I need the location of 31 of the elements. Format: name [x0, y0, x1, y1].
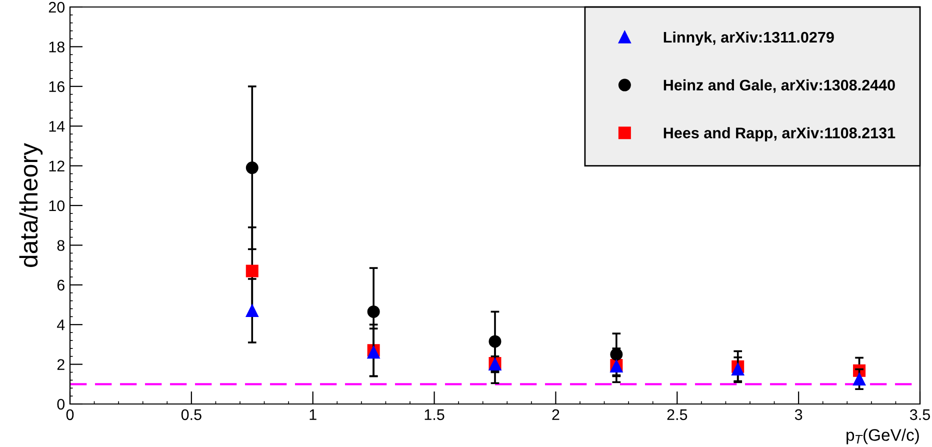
point	[246, 304, 258, 317]
y-axis-title: data/theory	[19, 143, 43, 267]
point	[367, 305, 380, 318]
x-tick-label: 0	[66, 409, 74, 420]
legend-label: Linnyk, arXiv:1311.0279	[664, 31, 834, 46]
y-tick-label: 16	[49, 81, 64, 92]
y-tick-label: 12	[49, 160, 64, 172]
x-tick-label: 1.5	[424, 409, 444, 420]
y-tick-label: 2	[57, 359, 64, 370]
y-tick-label: 14	[49, 121, 65, 132]
point	[853, 372, 866, 386]
y-tick-label: 4	[56, 320, 65, 330]
legend-label: Hees and Rapp, arXiv:1108.2131	[664, 127, 896, 142]
point	[246, 162, 258, 174]
y-tick-label: 10	[49, 200, 65, 212]
point	[732, 363, 744, 376]
x-tick-label: 3	[794, 409, 802, 420]
y-tick-label: 6	[57, 280, 64, 291]
x-tick-label: 1	[310, 409, 316, 420]
point	[488, 335, 502, 348]
x-tick-label: 2.5	[667, 409, 688, 420]
point	[246, 264, 258, 278]
y-tick-label: 8	[57, 240, 64, 251]
x-tick-label: 2	[552, 409, 560, 420]
x-tick-label: 0.5	[181, 409, 202, 420]
y-tick-label: 20	[48, 2, 65, 13]
legend-label: Heinz and Gale, arXiv:1308.2440	[664, 79, 895, 93]
y-tick-label: 0	[57, 398, 65, 410]
y-tick-label: 18	[49, 42, 64, 52]
x-axis-title: p$_{T}$(GeV/c)	[846, 428, 919, 444]
x-tick-label: 3.5	[910, 409, 930, 420]
